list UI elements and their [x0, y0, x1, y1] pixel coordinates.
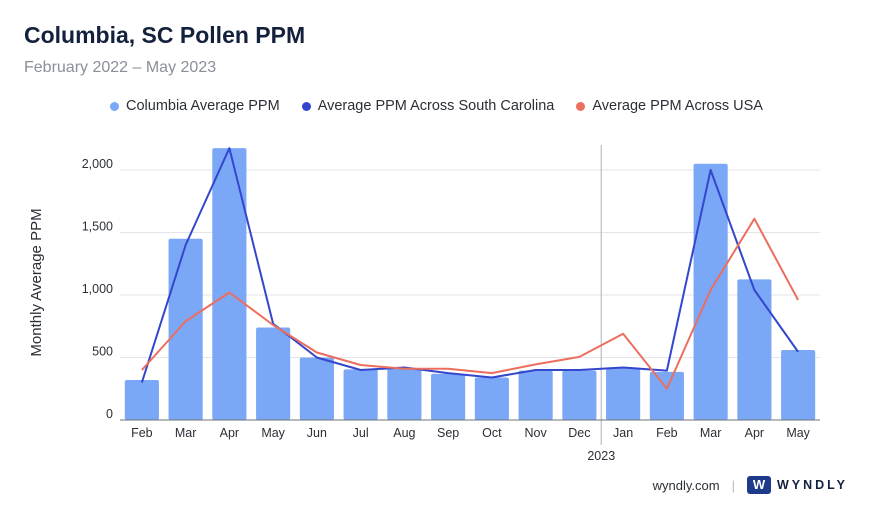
legend-item-columbia: Columbia Average PPM [110, 98, 280, 114]
bar [168, 238, 203, 420]
x-tick-label: Feb [656, 426, 678, 440]
x-tick-label: Sep [437, 426, 459, 440]
x-tick-label: Mar [700, 426, 722, 440]
x-tick-label: Aug [393, 426, 415, 440]
x-tick-label: Apr [745, 426, 764, 440]
x-tick-label: May [786, 426, 810, 440]
bar [562, 370, 597, 420]
line-south-carolina [140, 147, 799, 383]
legend-label-columbia: Columbia Average PPM [126, 98, 280, 114]
bar [124, 380, 159, 420]
bar [256, 327, 291, 420]
y-tick-label: 500 [92, 345, 113, 359]
bar [212, 148, 247, 420]
bar [781, 350, 816, 420]
bar [606, 367, 641, 420]
x-tick-label: May [261, 426, 285, 440]
legend-swatch-south-carolina [301, 101, 311, 111]
footer: wyndly.com | W WYNDLY [653, 476, 848, 494]
bar [649, 371, 684, 420]
x-tick-label: Feb [131, 426, 153, 440]
legend-item-south-carolina: Average PPM Across South Carolina [301, 98, 555, 114]
brand: W WYNDLY [746, 476, 848, 494]
legend-label-south-carolina: Average PPM Across South Carolina [317, 98, 555, 114]
x-tick-label: Apr [220, 426, 239, 440]
bar [387, 368, 422, 420]
x-tick-label: Jun [307, 426, 327, 440]
brand-name: WYNDLY [776, 478, 848, 492]
y-tick-label: 0 [106, 407, 113, 421]
y-tick-label: 2,000 [82, 157, 113, 171]
legend-label-usa: Average PPM Across USA [592, 98, 763, 114]
chart-subtitle: February 2022 – May 2023 [24, 59, 217, 76]
y-tick-label: 1,500 [82, 220, 113, 234]
x-tick-label: Dec [568, 426, 590, 440]
wyndly-logo-icon: W [746, 476, 771, 494]
legend-swatch-usa [576, 101, 586, 111]
chart-title: Columbia, SC Pollen PPM [24, 22, 306, 48]
x-tick-label: Jul [353, 426, 369, 440]
bar [518, 370, 553, 420]
legend-item-usa: Average PPM Across USA [576, 98, 763, 114]
x-tick-label: Nov [525, 426, 548, 440]
bar [431, 373, 466, 420]
bar [474, 377, 509, 420]
x-tick-label: Jan [613, 426, 633, 440]
footer-site-link[interactable]: wyndly.com [652, 477, 720, 493]
y-axis-label: Monthly Average PPM [28, 208, 45, 356]
legend: Columbia Average PPM Average PPM Across … [110, 98, 763, 114]
footer-separator: | [731, 477, 735, 493]
y-tick-label: 1,000 [82, 282, 113, 296]
x-tick-label: Mar [175, 426, 197, 440]
bar [737, 279, 772, 420]
bar [343, 369, 378, 420]
legend-swatch-columbia [110, 101, 119, 111]
x-tick-label: Oct [482, 426, 502, 440]
year-label: 2023 [587, 449, 615, 463]
bar [299, 357, 334, 420]
line-usa [141, 217, 800, 390]
